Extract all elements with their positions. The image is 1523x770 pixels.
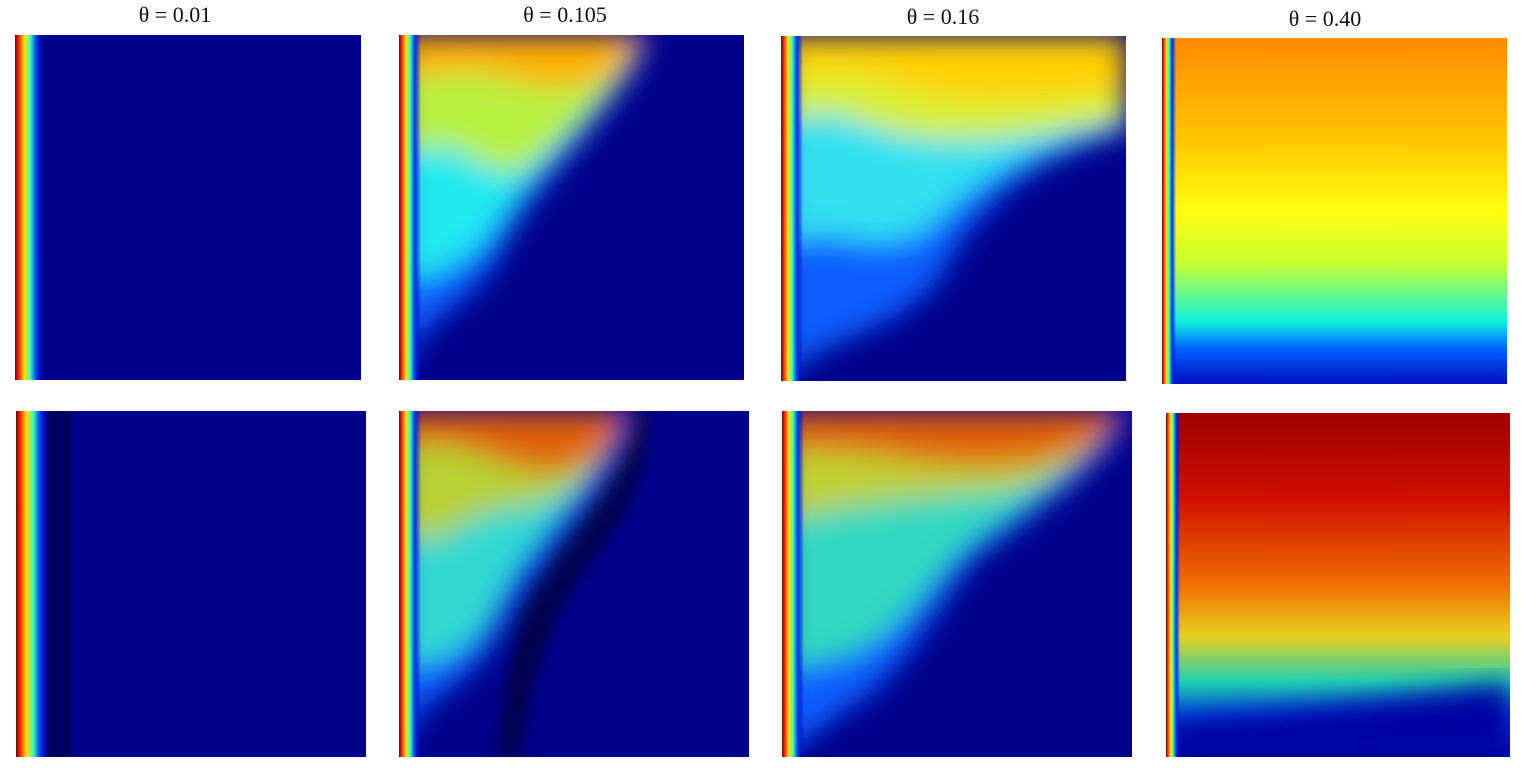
panel-title: θ = 0.16 bbox=[907, 4, 979, 29]
titles: θ = 0.01 θ = 0.105 θ = 0.16 θ = 0.40 bbox=[139, 2, 1361, 31]
heatmap bbox=[15, 35, 361, 380]
heatmap bbox=[399, 411, 749, 757]
panel-title: θ = 0.01 bbox=[139, 2, 211, 27]
heatmap bbox=[782, 411, 1132, 757]
heatmap bbox=[399, 35, 744, 380]
panel-title: θ = 0.40 bbox=[1289, 6, 1361, 31]
heatmap bbox=[16, 411, 366, 757]
panel-title: θ = 0.105 bbox=[523, 2, 606, 27]
heatmap bbox=[781, 36, 1126, 381]
heatmap bbox=[1162, 38, 1507, 384]
heatmap bbox=[1166, 413, 1510, 757]
